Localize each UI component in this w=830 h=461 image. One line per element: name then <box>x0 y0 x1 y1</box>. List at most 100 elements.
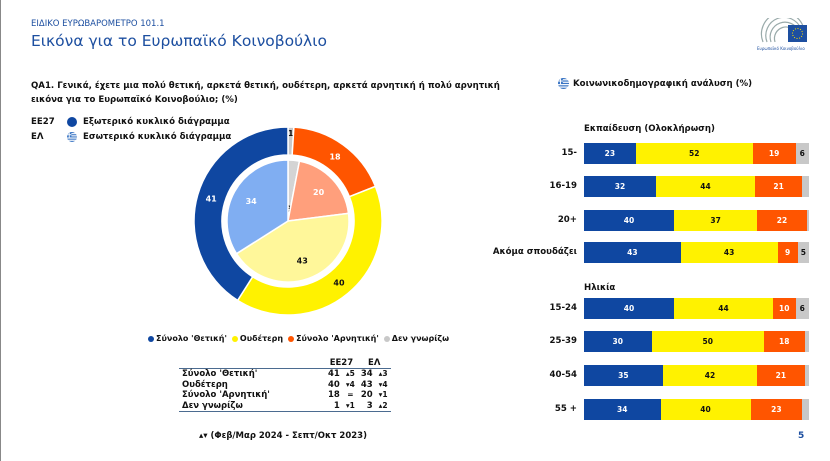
bar-segment-dontknow: 6 <box>795 298 809 319</box>
outer-ring-slice-positive <box>193 126 289 302</box>
bar-value-label: 40 <box>623 216 635 225</box>
cell-gr-change: ▴2 <box>375 400 391 412</box>
inner-pie-slice-neutral <box>235 212 350 283</box>
bar-value-label: 43 <box>723 248 735 257</box>
header-label <box>179 358 325 369</box>
bar-value-label: 18 <box>779 337 790 346</box>
legend-code: ΕΛ <box>31 132 44 142</box>
bar-value-label: 10 <box>779 304 790 313</box>
cell-eu: 18 <box>328 390 340 400</box>
page-number: 5 <box>798 431 805 441</box>
bar-value-label: 30 <box>612 337 623 346</box>
bar-segment-dontknow <box>804 331 809 352</box>
bar-value-label: 19 <box>768 149 780 158</box>
dontknow-dot-icon <box>383 335 390 342</box>
legend-item-positive: Σύνολο 'Θετική' <box>148 334 227 343</box>
legend-label: Εξωτερικό κυκλικό διάγραμμα <box>83 117 230 127</box>
cell-eu: 40 <box>328 379 340 390</box>
legend-item-dontknow: Δεν γνωρίζω <box>383 334 450 343</box>
legend-item-neutral: Ουδέτερη <box>231 334 283 343</box>
bar-segment-positive: 40 <box>584 298 674 319</box>
inner-pie-label: 3 <box>286 204 292 213</box>
bar-segment-negative: 22 <box>757 210 807 231</box>
european-parliament-logo <box>760 18 807 43</box>
bar-segment-positive: 30 <box>584 331 652 352</box>
group-title: Εκπαίδευση (Ολοκλήρωση) <box>584 124 715 134</box>
bar-value-label: 21 <box>773 182 784 191</box>
cell-label: Ουδέτερη <box>182 379 228 390</box>
bar-segment-negative: 18 <box>764 331 805 352</box>
bar-segment-positive: 35 <box>584 365 663 386</box>
row-label: 25-39 <box>549 336 578 346</box>
bar-value-label: 43 <box>627 248 638 257</box>
legend-item-negative: Σύνολο 'Αρνητική' <box>288 334 379 343</box>
cell-label: Σύνολο 'Θετική' <box>182 369 258 379</box>
group-title: Ηλικία <box>584 283 616 293</box>
positive-dot-icon <box>148 335 154 342</box>
cell-gr: 3 <box>357 400 376 412</box>
legend-eu27: ΕΕ27 Εξωτερικό κυκλικό διάγραμμα <box>31 117 230 127</box>
bar-segment-neutral: 44 <box>674 298 773 319</box>
bar-value-label: 23 <box>771 405 782 414</box>
sociodemographic-title: Κοινωνικοδημογραφική ανάλυση (%) <box>573 78 753 89</box>
summary-row: Σύνολο 'Αρνητική' 18 = 20 ▾1 <box>179 390 391 401</box>
inner-pie-slice-negative <box>287 160 350 222</box>
bar-segment-neutral: 43 <box>680 242 778 263</box>
inner-pie-label: 34 <box>246 197 258 206</box>
bar-value-label: 32 <box>614 182 626 191</box>
bar-value-label: 52 <box>689 149 700 158</box>
cell-eu: 41 <box>328 369 340 379</box>
bar-value-label: 5 <box>800 248 806 257</box>
row-label: 15- <box>561 148 577 158</box>
bar-segment-dontknow: 6 <box>795 143 809 164</box>
outer-ring-label: 40 <box>333 279 345 288</box>
cell-eu-change: = <box>347 390 354 399</box>
outer-ring-label: 18 <box>329 152 341 161</box>
row-label: Ακόμα σπουδάζει <box>492 247 577 257</box>
logo-text: Ευρωπαϊκό Κοινοβούλιο <box>757 46 805 51</box>
cell-eu-change: ▴5 <box>345 369 355 378</box>
outer-ring-label: 41 <box>206 195 218 204</box>
bar-value-label: 35 <box>618 371 629 380</box>
bar-segment-positive: 32 <box>584 176 656 197</box>
row-label: 40-54 <box>549 370 578 380</box>
summary-row: Σύνολο 'Θετική' 41 ▴5 34 ▴3 <box>179 369 391 380</box>
cell-eu-change: ▾4 <box>345 379 355 389</box>
bar-segment-positive: 43 <box>584 242 681 263</box>
bar-segment-negative: 10 <box>773 298 796 319</box>
header-eu27: ΕΕ27 <box>325 358 358 369</box>
footnote: ▴▾ (Φεβ/Μαρ 2024 - Σεπτ/Οκτ 2023) <box>199 431 367 441</box>
cell-label: Σύνολο 'Αρνητική' <box>182 390 270 400</box>
bar-segment-neutral: 42 <box>662 365 758 386</box>
bar-value-label: 44 <box>700 182 711 191</box>
bar-segment-dontknow <box>804 365 809 386</box>
greek-flag-icon <box>558 78 569 89</box>
report-kicker: ΕΙΔΙΚΟ ΕΥΡΩΒΑΡΟΜΕΤΡΟ 101.1 <box>31 19 165 29</box>
bar-value-label: 9 <box>785 248 791 257</box>
bar-segment-dontknow: 5 <box>797 242 809 263</box>
legend-label: Σύνολο 'Αρνητική' <box>296 334 379 343</box>
bar-segment-positive: 40 <box>584 210 674 231</box>
bar-segment-neutral: 44 <box>656 176 755 197</box>
bar-value-label: 40 <box>623 304 635 313</box>
bar-value-label: 6 <box>799 304 805 313</box>
legend-label: Σύνολο 'Θετική' <box>156 334 227 343</box>
inner-pie-label: 43 <box>297 257 308 266</box>
bar-value-label: 44 <box>718 304 729 313</box>
bar-value-label: 42 <box>704 371 716 380</box>
legend-greece: ΕΛ Εσωτερικό κυκλικό διάγραμμα <box>31 132 231 142</box>
summary-row: Ουδέτερη 40 ▾4 43 ▾4 <box>179 380 391 391</box>
legend-label: Εσωτερικό κυκλικό διάγραμμα <box>83 132 232 142</box>
neutral-dot-icon <box>231 335 238 342</box>
cell-gr: 43 <box>360 379 373 390</box>
bar-value-label: 21 <box>775 371 787 380</box>
row-label: 20+ <box>557 215 577 225</box>
bar-segment-dontknow <box>802 176 809 197</box>
bar-segment-neutral: 37 <box>674 210 758 231</box>
bar-segment-neutral: 50 <box>651 331 764 352</box>
bar-value-label: 40 <box>700 405 711 414</box>
bar-segment-positive: 23 <box>584 143 636 164</box>
legend-label: Δεν γνωρίζω <box>391 334 450 343</box>
eu-dot-icon <box>67 117 77 127</box>
cell-gr-change: ▾4 <box>378 379 388 389</box>
